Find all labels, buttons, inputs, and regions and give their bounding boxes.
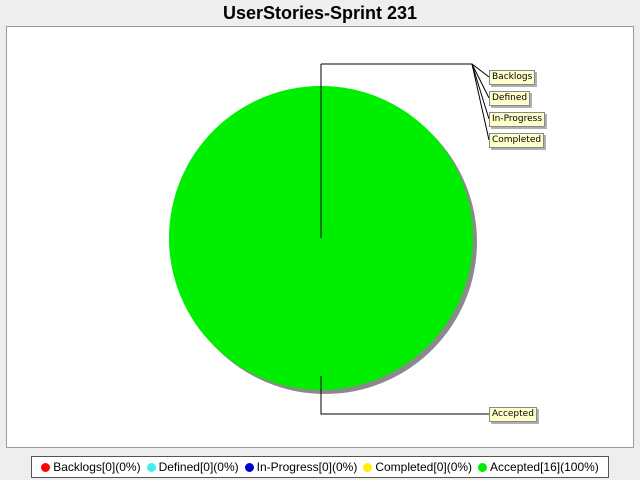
pie-label-backlogs: Backlogs — [489, 70, 536, 85]
legend-text: Accepted[16](100%) — [490, 460, 599, 474]
legend-item-accepted: Accepted[16](100%) — [478, 460, 599, 474]
legend-swatch — [41, 462, 51, 472]
leader-line-backlogs — [321, 63, 490, 78]
legend-swatch — [363, 462, 373, 472]
legend-text: In-Progress[0](0%) — [256, 460, 358, 474]
legend-text: Completed[0](0%) — [375, 460, 473, 474]
legend-text: Defined[0](0%) — [158, 460, 239, 474]
legend-text: Backlogs[0](0%) — [53, 460, 141, 474]
pie-label-defined: Defined — [489, 91, 531, 106]
chart-title: UserStories-Sprint 231 — [222, 3, 418, 23]
legend-swatch — [244, 462, 254, 472]
pie-label-accepted: Accepted — [489, 407, 537, 422]
pie-label-completed: Completed — [489, 133, 545, 148]
legend-swatch — [146, 462, 156, 472]
leader-line-completed — [321, 63, 490, 141]
legend-item-completed: Completed[0](0%) — [363, 460, 472, 474]
legend-swatch — [478, 462, 488, 472]
legend-item-backlogs: Backlogs[0](0%) — [41, 460, 141, 474]
legend-item-defined: Defined[0](0%) — [146, 460, 239, 474]
legend-item-in-progress: In-Progress[0](0%) — [244, 460, 358, 474]
plot-area: Backlogs Defined In-Progress Completed Accep… — [6, 26, 634, 448]
leader-line-accepted — [320, 376, 489, 415]
pie-label-in-progress: In-Progress — [489, 112, 546, 127]
legend: Backlogs[0](0%) Defined[0](0%) In-Progress… — [31, 456, 609, 478]
pie-chart — [169, 63, 490, 415]
